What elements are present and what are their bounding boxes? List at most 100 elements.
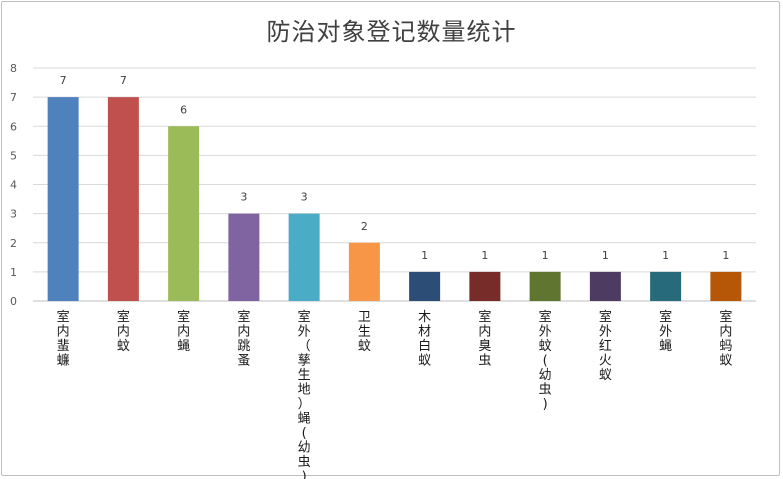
x-category-char: （ bbox=[298, 339, 311, 354]
x-category-char: ) bbox=[302, 470, 307, 479]
x-category-char: 内 bbox=[719, 324, 732, 340]
x-category-char: 蜚 bbox=[57, 339, 70, 354]
x-category-char: 幼 bbox=[298, 441, 311, 456]
data-label: 6 bbox=[180, 103, 187, 116]
x-category-char: 蚂 bbox=[719, 339, 732, 354]
x-category-char: 红 bbox=[599, 338, 612, 354]
x-category-label: 室内蝇 bbox=[177, 309, 190, 354]
x-category-char: 室 bbox=[298, 309, 311, 325]
x-category-label: 室内蚊 bbox=[117, 309, 130, 354]
bar bbox=[409, 271, 441, 301]
x-category-char: 孳 bbox=[298, 353, 311, 369]
y-axis: 0 1 2 3 4 5 6 7 8 bbox=[10, 62, 17, 308]
x-category-char: 室 bbox=[57, 309, 70, 325]
bar bbox=[710, 271, 742, 301]
x-category-char: 蝇 bbox=[177, 339, 190, 354]
y-tick-label: 4 bbox=[10, 179, 17, 192]
bars bbox=[47, 97, 742, 301]
x-category-char: 跳 bbox=[237, 339, 250, 354]
bar bbox=[469, 271, 501, 301]
x-category-label: 室外蝇 bbox=[659, 309, 672, 354]
data-label: 3 bbox=[301, 191, 308, 204]
x-category-char: 内 bbox=[57, 324, 70, 340]
x-category-char: 蚊 bbox=[539, 339, 552, 354]
data-label: 1 bbox=[602, 249, 609, 262]
y-tick-label: 8 bbox=[10, 62, 17, 75]
bar bbox=[47, 97, 79, 301]
x-category-char: 幼 bbox=[539, 368, 552, 383]
data-label: 7 bbox=[120, 74, 127, 87]
x-category-char: 白 bbox=[418, 338, 431, 354]
x-category-char: 蝇 bbox=[298, 412, 311, 427]
y-tick-label: 6 bbox=[10, 120, 17, 133]
x-category-char: 室 bbox=[117, 309, 130, 325]
chart-title: 防治对象登记数量统计 bbox=[266, 18, 517, 46]
gridlines bbox=[33, 67, 756, 302]
y-tick-label: 3 bbox=[10, 208, 17, 221]
x-category-char: 内 bbox=[177, 324, 190, 340]
x-category-char: 室 bbox=[237, 309, 250, 325]
x-category-char: 外 bbox=[539, 325, 552, 340]
y-tick-label: 0 bbox=[10, 295, 17, 308]
x-category-char: 生 bbox=[298, 368, 311, 383]
x-category-char: 火 bbox=[599, 354, 612, 369]
y-tick-label: 7 bbox=[10, 91, 17, 104]
x-category-char: ） bbox=[298, 397, 311, 412]
x-category-char: 蚊 bbox=[117, 339, 130, 354]
x-category-char: 蚊 bbox=[358, 339, 371, 354]
bar bbox=[529, 271, 561, 301]
bar bbox=[107, 97, 139, 301]
x-category-char: 内 bbox=[237, 324, 250, 340]
bar bbox=[168, 126, 200, 301]
x-category-char: 内 bbox=[117, 324, 130, 340]
x-category-char: 蝇 bbox=[659, 339, 672, 354]
x-axis-categories: 室内蜚蠊室内蚊室内蝇室内跳蚤室外（孳生地）蝇(幼虫)卫生蚊木材白蚁室内臭虫室外蚊… bbox=[57, 309, 733, 479]
x-category-char: ) bbox=[543, 397, 548, 412]
data-label: 1 bbox=[421, 249, 428, 262]
x-category-char: 生 bbox=[358, 325, 371, 340]
data-label: 1 bbox=[662, 249, 669, 262]
x-category-char: ( bbox=[543, 354, 548, 369]
x-category-char: 蠊 bbox=[57, 353, 70, 369]
x-category-char: 蚁 bbox=[719, 354, 732, 369]
x-category-char: ( bbox=[302, 426, 307, 441]
x-category-char: 室 bbox=[177, 309, 190, 325]
x-category-char: 木 bbox=[418, 310, 431, 325]
x-category-char: 室 bbox=[539, 309, 552, 325]
x-category-char: 虫 bbox=[539, 383, 552, 398]
bar bbox=[348, 242, 380, 301]
x-category-label: 卫生蚊 bbox=[358, 310, 371, 354]
x-category-char: 蚁 bbox=[599, 368, 612, 383]
data-labels: 7 7 6 3 3 2 1 1 1 1 1 1 bbox=[60, 74, 730, 262]
y-tick-label: 2 bbox=[10, 237, 17, 250]
y-tick-label: 1 bbox=[10, 266, 17, 279]
x-category-char: 虫 bbox=[478, 354, 491, 369]
x-category-char: 地 bbox=[298, 383, 311, 398]
x-category-char: 室 bbox=[478, 309, 491, 325]
x-category-char: 室 bbox=[599, 309, 612, 325]
x-category-char: 外 bbox=[599, 325, 612, 340]
x-category-char: 内 bbox=[478, 324, 491, 340]
x-category-char: 蚤 bbox=[237, 354, 250, 369]
data-label: 3 bbox=[240, 191, 247, 204]
data-label: 1 bbox=[481, 249, 488, 262]
x-category-char: 蚁 bbox=[418, 354, 431, 369]
x-category-char: 臭 bbox=[478, 339, 491, 354]
data-label: 1 bbox=[542, 249, 549, 262]
bar bbox=[589, 271, 621, 301]
x-category-label: 室外蚊(幼虫) bbox=[539, 309, 552, 412]
data-label: 7 bbox=[60, 74, 67, 87]
x-category-char: 材 bbox=[418, 325, 431, 340]
x-category-label: 室外（孳生地）蝇(幼虫) bbox=[298, 309, 311, 479]
bar bbox=[288, 213, 320, 301]
x-category-char: 室 bbox=[659, 309, 672, 325]
bar bbox=[228, 213, 260, 301]
x-category-char: 室 bbox=[719, 309, 732, 325]
